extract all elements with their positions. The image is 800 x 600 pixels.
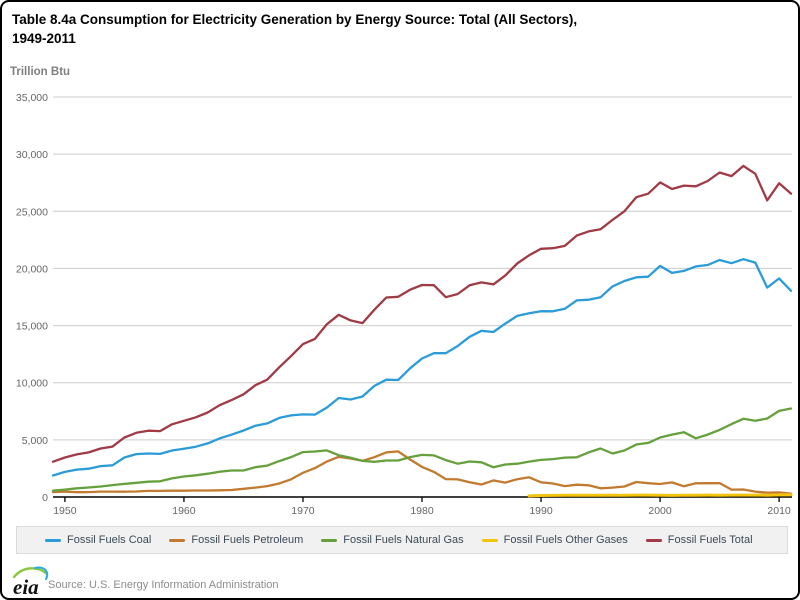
y-tick-label: 5,000 [22,435,48,447]
y-tick-label: 25,000 [16,206,48,218]
chart-title: Table 8.4a Consumption for Electricity G… [12,10,792,48]
y-tick-label: 30,000 [16,149,48,161]
series-line-fossil-fuels-petroleum [51,450,793,495]
legend-item-fossil-fuels-other-gases: Fossil Fuels Other Gases [481,534,628,546]
x-tick-label: 1990 [529,505,553,517]
x-tick-label: 2000 [648,505,672,517]
legend-item-fossil-fuels-natural-gas: Fossil Fuels Natural Gas [321,534,464,546]
series-line-fossil-fuels-natural-gas [51,407,793,492]
legend-swatch-icon [169,538,186,542]
legend-label: Fossil Fuels Total [667,534,753,546]
legend-swatch-icon [481,538,498,542]
legend-item-fossil-fuels-total: Fossil Fuels Total [645,534,753,546]
legend-swatch-icon [321,538,338,542]
eia-logo-green-swoosh [12,567,49,579]
source-attribution: Source: U.S. Energy Information Administ… [48,579,279,591]
y-axis-units-label: Trillion Btu [10,66,71,78]
y-tick-label: 10,000 [16,378,48,390]
series-line-fossil-fuels-coal [51,258,793,477]
y-tick-label: 35,000 [16,92,48,104]
legend-label: Fossil Fuels Petroleum [191,534,304,546]
x-tick-label: 2010 [767,505,791,517]
legend-item-fossil-fuels-petroleum: Fossil Fuels Petroleum [169,534,303,546]
x-tick-label: 1950 [53,505,77,517]
chart-title-line1: Table 8.4a Consumption for Electricity G… [12,12,578,27]
legend-label: Fossil Fuels Coal [67,534,152,546]
legend-item-fossil-fuels-coal: Fossil Fuels Coal [45,534,151,546]
legend-label: Fossil Fuels Other Gases [503,534,628,546]
eia-logo-blue-swoosh [34,566,49,580]
x-tick-label: 1960 [172,505,196,517]
legend-label: Fossil Fuels Natural Gas [343,534,464,546]
series-line-fossil-fuels-total [51,164,793,463]
chart-title-line2: 1949-2011 [12,31,76,46]
legend-swatch-icon [645,538,662,542]
series-line-fossil-fuels-other-gases [527,493,793,498]
y-tick-label: 15,000 [16,321,48,333]
legend-swatch-icon [45,538,61,542]
eia-logo: eia [10,564,52,598]
x-tick-label: 1980 [410,505,434,517]
x-tick-label: 1970 [291,505,315,517]
legend: Fossil Fuels Coal Fossil Fuels Petroleum F… [16,526,788,554]
y-tick-label: 0 [42,492,48,504]
y-tick-label: 20,000 [16,263,48,275]
eia-logo-text: eia [13,575,39,598]
